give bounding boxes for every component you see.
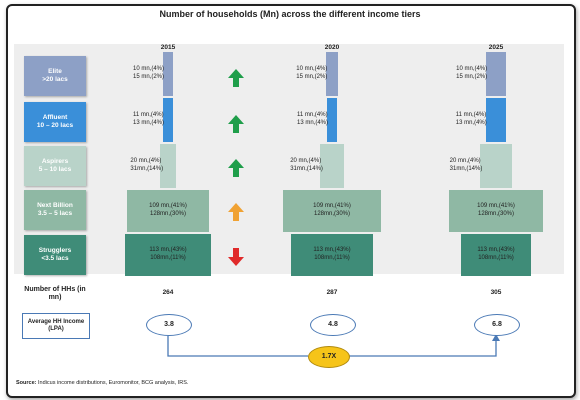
tier-range: 3.5 – 5 lacs [37, 210, 73, 217]
tier-range: <3.5 lacs [41, 255, 69, 262]
tier-name: Elite [48, 67, 62, 75]
tier-range: >20 lacs [42, 76, 68, 83]
growth-badge: 1.7X [308, 346, 350, 368]
avg-income-2025: 6.8 [474, 314, 520, 336]
bar-label: 10 mn,(4%) 15 mn,(2%) [456, 66, 488, 80]
bar-label: 113 mn,(43%) 108mn,(11%) [477, 247, 515, 261]
bar-next-billion-2015 [126, 190, 210, 232]
bar-label: 20 mn,(4%) 31mn,(14%) [290, 158, 323, 172]
year-label-2020: 2020 [324, 44, 340, 51]
bar-label: 113 mn,(43%) 108mn,(11%) [313, 247, 351, 261]
source-note: Source: Indicus income distributions, Eu… [16, 380, 188, 386]
bar-elite-2015 [163, 52, 173, 96]
bar-label: 10 mn,(4%) 15 mn,(2%) [296, 66, 328, 80]
trend-arrow-up-icon [228, 69, 244, 87]
bar-aspirers-2015 [160, 144, 176, 188]
total-hh-2025: 305 [490, 289, 502, 296]
avg-income-2020: 4.8 [310, 314, 356, 336]
bar-label: 109 mn,(41%) 128mn,(30%) [313, 203, 351, 217]
trend-arrow-up-icon [228, 203, 244, 221]
total-hh-2015: 264 [162, 289, 174, 296]
tier-range: 5 – 10 lacs [38, 166, 72, 173]
bar-label: 109 mn,(41%) 128mn,(30%) [477, 203, 515, 217]
source-prefix: Source: [16, 380, 37, 386]
source-text: Indicus income distributions, Euromonito… [38, 380, 189, 386]
bar-label: 11 mn,(4%) 13 mn,(4%) [133, 112, 165, 126]
tier-label-strugglers: Strugglers <3.5 lacs [24, 235, 86, 275]
bar-label: 113 mn,(43%) 108mn,(11%) [149, 247, 187, 261]
total-hh-2020: 287 [326, 289, 338, 296]
bar-strugglers-2025 [460, 234, 532, 276]
bar-strugglers-2020 [290, 234, 374, 276]
trend-arrow-up-icon [228, 115, 244, 133]
tier-label-aspirers: Aspirers 5 – 10 lacs [24, 146, 86, 186]
tier-label-elite: Elite >20 lacs [24, 56, 86, 96]
trend-arrow-up-icon [228, 159, 244, 177]
bar-label: 20 mn,(4%) 31mn,(14%) [130, 158, 164, 172]
bar-affluent-2020 [327, 98, 337, 142]
bar-affluent-2025 [485, 98, 507, 142]
total-label: Number of HHs (in mn) [24, 286, 86, 302]
bar-strugglers-2015 [125, 234, 211, 276]
tier-label-next-billion: Next Billion 3.5 – 5 lacs [24, 190, 86, 230]
bar-elite-2020 [326, 52, 338, 96]
tier-name: Next Billion [37, 201, 73, 209]
bar-next-billion-2025 [449, 190, 543, 232]
bar-label: 109 mn,(41%) 128mn,(30%) [149, 203, 187, 217]
bar-label: 11 mn,(4%) 13 mn,(4%) [455, 112, 487, 126]
tier-name: Strugglers [38, 246, 72, 254]
avg-income-2015: 3.8 [146, 314, 192, 336]
bar-label: 11 mn,(4%) 13 mn,(4%) [297, 112, 329, 126]
bar-aspirers-2020 [320, 144, 344, 188]
income-label: Average HH Income (LPA) [22, 313, 90, 339]
bar-label: 20 mn,(4%) 31mn,(14%) [449, 158, 483, 172]
bar-label: 10 mn,(4%) 15 mn,(2%) [133, 66, 165, 80]
tier-name: Affluent [42, 113, 68, 121]
tier-name: Aspirers [41, 157, 69, 165]
bar-aspirers-2025 [479, 144, 513, 188]
tier-label-affluent: Affluent 10 – 20 lacs [24, 102, 86, 142]
tier-range: 10 – 20 lacs [36, 122, 74, 129]
bar-affluent-2015 [163, 98, 173, 142]
bar-next-billion-2020 [283, 190, 381, 232]
bar-elite-2025 [486, 52, 506, 96]
trend-arrow-down-icon [228, 248, 244, 266]
year-label-2025: 2025 [488, 44, 504, 51]
chart-title: Number of households (Mn) across the dif… [159, 9, 421, 19]
year-label-2015: 2015 [160, 44, 176, 51]
